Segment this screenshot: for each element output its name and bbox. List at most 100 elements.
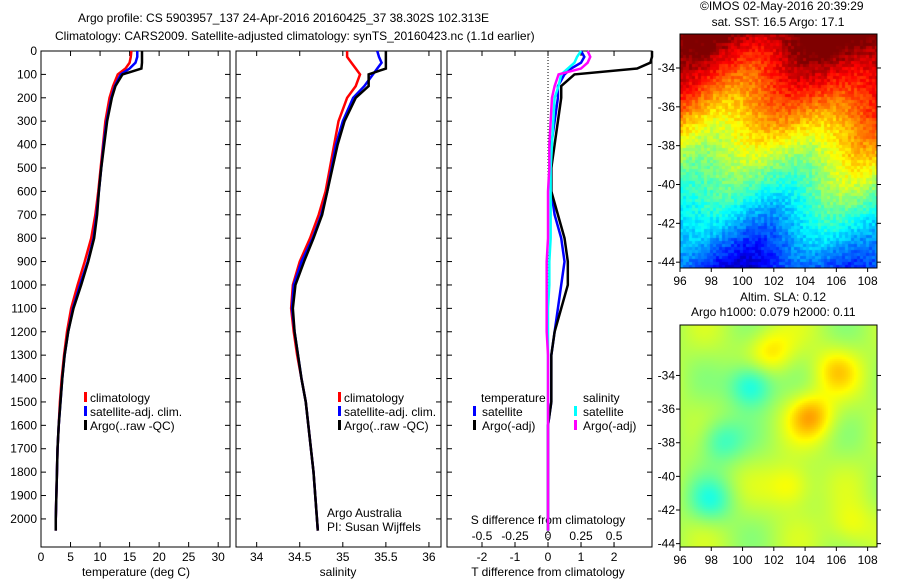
x2-tick-label: 0.5 — [606, 529, 623, 543]
lat-tick-label: -38 — [658, 139, 676, 153]
plot-frame-salinity — [235, 50, 442, 548]
y-tick-label: 1600 — [10, 418, 37, 432]
legend-label: satellite-adj. clim. — [90, 405, 182, 419]
lon-tick-label: 104 — [795, 553, 815, 567]
legend-swatch-t-argo — [473, 420, 476, 430]
lat-tick-label: -40 — [658, 469, 676, 483]
sla-map-subtitle: Argo h1000: 0.079 h2000: 0.11 — [691, 305, 856, 319]
legend-swatch-t-satellite — [473, 406, 476, 416]
pi-text: PI: Susan Wijffels — [327, 520, 421, 534]
legend-label: climatology — [344, 391, 404, 405]
lat-tick-label: -36 — [658, 402, 676, 416]
x-tick-label: 25 — [182, 550, 196, 564]
lat-tick-label: -42 — [658, 503, 676, 517]
series-line-satellite-adj-clim- — [290, 50, 384, 531]
lat-tick-label: -44 — [658, 255, 676, 269]
legend-swatch-s-argo — [574, 420, 577, 430]
x-tick-label: 5 — [67, 550, 74, 564]
y-tick-label: 800 — [17, 231, 37, 245]
legend-label: climatology — [90, 391, 150, 405]
sst-map-title: sat. SST: 16.5 Argo: 17.1 — [712, 15, 845, 29]
x-tick-label: 15 — [123, 550, 137, 564]
x-tick-label: 36 — [422, 550, 436, 564]
legend-swatch-argo — [338, 420, 341, 430]
y-tick-label: 1200 — [10, 325, 37, 339]
legend-swatch-satellite — [84, 406, 87, 416]
legend-label: Argo(..raw -QC) — [90, 419, 175, 433]
y-tick-label: 1300 — [10, 348, 37, 362]
sla-map-title: Altim. SLA: 0.12 — [740, 290, 826, 304]
series-line-salinity-satellite — [546, 50, 583, 531]
lat-tick-label: -34 — [658, 368, 676, 382]
salinity-xlabel: salinity — [320, 565, 357, 579]
lon-tick-label: 102 — [764, 274, 784, 288]
legend-label: satellite-adj. clim. — [344, 405, 436, 419]
legend-label: Argo(..raw -QC) — [344, 419, 429, 433]
title-line-1: Argo profile: CS 5903957_137 24-Apr-2016… — [78, 11, 489, 25]
lon-tick-label: 96 — [673, 553, 687, 567]
temperature-legend: climatology satellite-adj. clim. Argo(..… — [84, 391, 182, 433]
y-tick-label: 1800 — [10, 465, 37, 479]
series-line-salinity-argo-adj- — [545, 50, 592, 531]
lon-tick-label: 102 — [764, 553, 784, 567]
lat-tick-label: -40 — [658, 177, 676, 191]
y-tick-label: 1900 — [10, 489, 37, 503]
x-tick-label: 34.5 — [288, 550, 312, 564]
lat-tick-label: -38 — [658, 436, 676, 450]
title-line-2: Climatology: CARS2009. Satellite-adjuste… — [55, 29, 535, 43]
salinity-legend: climatology satellite-adj. clim. Argo(..… — [338, 391, 436, 433]
lat-tick-label: -34 — [658, 61, 676, 75]
lat-tick-label: -36 — [658, 100, 676, 114]
x2-tick-label: -0.25 — [501, 529, 529, 543]
series-line-argo-raw-qc- — [291, 51, 388, 531]
x-tick-label: 0 — [38, 550, 45, 564]
map-frame-sla_map — [679, 324, 878, 548]
x-tick-label: 20 — [152, 550, 166, 564]
lon-tick-label: 104 — [795, 274, 815, 288]
legend-swatch-satellite — [338, 406, 341, 416]
legend-label: Argo(-adj) — [482, 419, 535, 433]
y-tick-label: 1000 — [10, 278, 37, 292]
x-tick-label: 1 — [578, 550, 585, 564]
y-tick-label: 100 — [17, 67, 37, 81]
x-tick-label: 35.5 — [374, 550, 398, 564]
difference-legend: temperature satellite Argo(-adj) salinit… — [473, 391, 636, 433]
x-tick-label: 34 — [250, 550, 264, 564]
sla-map-image — [680, 325, 877, 547]
y-tick-label: 600 — [17, 184, 37, 198]
map-frame-sst_map — [679, 33, 878, 269]
lon-tick-label: 98 — [705, 553, 719, 567]
series-line-climatology — [54, 50, 133, 531]
lat-tick-label: -44 — [658, 537, 676, 551]
y-tick-label: 1500 — [10, 395, 37, 409]
lon-tick-label: 106 — [826, 553, 846, 567]
temperature-xlabel: temperature (deg C) — [82, 565, 190, 579]
imos-timestamp: ©IMOS 02-May-2016 20:39:29 — [700, 0, 864, 13]
plot-frame-temperature — [40, 50, 231, 548]
x-tick-label: 0 — [545, 550, 552, 564]
y-tick-label: 1400 — [10, 372, 37, 386]
legend-swatch-climatology — [84, 392, 87, 402]
y-tick-label: 1100 — [11, 301, 37, 315]
y-tick-label: 900 — [17, 255, 37, 269]
y-tick-label: 2000 — [10, 512, 37, 526]
legend-label: satellite — [583, 405, 624, 419]
sst-map-image — [680, 34, 877, 268]
x-tick-label: 30 — [212, 550, 226, 564]
credit-text: Argo Australia — [327, 506, 402, 520]
x-tick-label: -1 — [510, 550, 521, 564]
x-tick-label: -2 — [477, 550, 488, 564]
legend-swatch-argo — [84, 420, 87, 430]
legend-header-salinity: salinity — [583, 391, 620, 405]
lon-tick-label: 108 — [858, 553, 878, 567]
lat-tick-label: -42 — [658, 216, 676, 230]
x-tick-label: 35 — [336, 550, 350, 564]
legend-label: Argo(-adj) — [583, 419, 636, 433]
x-tick-label: 2 — [611, 550, 618, 564]
series-line-climatology — [289, 51, 362, 531]
lon-tick-label: 98 — [705, 274, 719, 288]
series-line-satellite-adj-clim- — [54, 51, 139, 531]
legend-swatch-s-satellite — [574, 406, 577, 416]
lon-tick-label: 96 — [673, 274, 687, 288]
